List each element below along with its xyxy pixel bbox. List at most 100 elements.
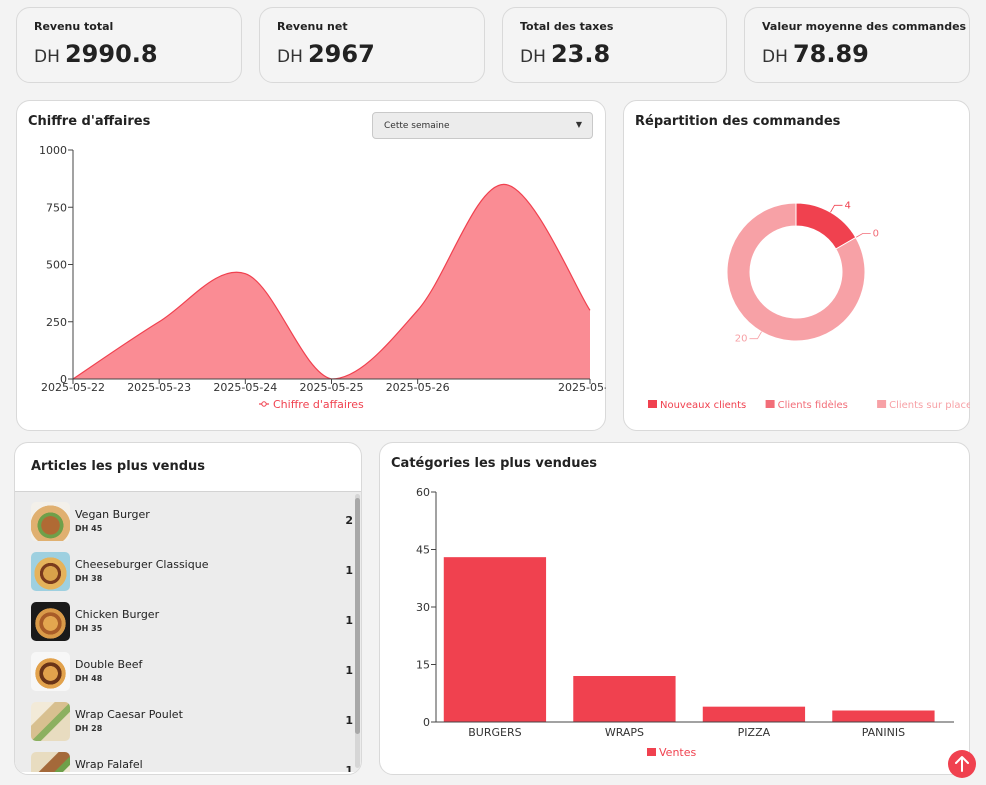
legend-label-ventes: Ventes (659, 746, 696, 759)
y-tick-label: 0 (423, 716, 430, 729)
x-tick-label: 2025-05-25 (300, 381, 364, 394)
list-item[interactable]: Wrap Falafel 1 (31, 750, 353, 772)
bar-paninis (832, 710, 935, 722)
x-tick-label: PIZZA (738, 726, 771, 739)
bar-burgers (443, 557, 547, 722)
kpi-value: DH 23.8 (520, 40, 610, 68)
donut-leader-line (749, 331, 762, 340)
donut-leader-line (855, 233, 871, 238)
legend-label-chiffre-affaires: Chiffre d'affaires (273, 398, 364, 411)
kpi-number: 2967 (307, 40, 375, 68)
kpi-number: 78.89 (792, 40, 869, 68)
y-tick-label: 15 (416, 659, 430, 672)
x-tick-label: 2025-05-24 (213, 381, 277, 394)
kpi-card-net-revenue: Revenu net DH 2967 (259, 7, 485, 83)
item-name: Double Beef (75, 658, 143, 671)
item-count: 1 (345, 764, 353, 772)
x-tick-label: PANINIS (862, 726, 905, 739)
kpi-value: DH 2990.8 (34, 40, 158, 68)
item-image-cheeseburger (31, 552, 70, 591)
orders-donut-chart: 4 0 20 Nouveaux clients Clients fidèles Clien… (648, 200, 970, 411)
item-name: Cheeseburger Classique (75, 558, 209, 571)
area-fill (73, 184, 590, 379)
item-name: Wrap Caesar Poulet (75, 708, 183, 721)
kpi-value: DH 2967 (277, 40, 375, 68)
list-item[interactable]: Vegan Burger DH 45 2 (31, 500, 353, 544)
item-name: Vegan Burger (75, 508, 150, 521)
categories-bar-chart: BURGERS WRAPS PIZZA PANINIS 0 15 30 45 60 Ventes (416, 486, 954, 759)
x-tick-label: 2025-05-23 (127, 381, 191, 394)
item-count: 1 (345, 614, 353, 627)
y-tick-label: 45 (416, 544, 430, 557)
donut-slice-2 (726, 202, 866, 342)
y-tick-label: 60 (416, 486, 430, 499)
x-tick-label: BURGERS (468, 726, 521, 739)
legend-swatch (765, 400, 775, 408)
period-select[interactable]: Cette semaine ▼ (372, 112, 593, 139)
kpi-card-average-order-value: Valeur moyenne des commandes DH 78.89 (744, 7, 970, 83)
legend-swatch (877, 400, 887, 408)
y-tick-label: 750 (46, 201, 67, 214)
item-count: 1 (345, 664, 353, 677)
top-items-card: Articles les plus vendus Vegan Burger DH… (14, 442, 362, 775)
top-items-list[interactable]: Vegan Burger DH 45 2 Cheeseburger Classi… (15, 491, 361, 772)
item-image-wrap-falafel (31, 752, 70, 772)
y-tick-label: 250 (46, 316, 67, 329)
kpi-title: Total des taxes (520, 20, 614, 33)
kpi-title: Revenu net (277, 20, 348, 33)
bar-pizza (702, 706, 806, 722)
kpi-currency: DH (520, 47, 546, 67)
list-item[interactable]: Double Beef DH 48 1 (31, 650, 353, 694)
kpi-currency: DH (762, 47, 788, 67)
y-tick-label: 0 (60, 373, 67, 386)
item-price: DH 48 (75, 674, 103, 683)
kpi-value: DH 78.89 (762, 40, 869, 68)
scroll-to-top-button[interactable] (948, 750, 976, 778)
item-price: DH 28 (75, 724, 103, 733)
kpi-currency: DH (34, 47, 60, 67)
item-count: 1 (345, 714, 353, 727)
orders-distribution-card (623, 100, 970, 431)
item-image-double-beef (31, 652, 70, 691)
x-tick-label: 2025-05-22 (41, 381, 105, 394)
donut-leader-line (830, 204, 843, 213)
list-item[interactable]: Cheeseburger Classique DH 38 1 (31, 550, 353, 594)
donut-data-label: 0 (873, 229, 879, 240)
x-tick-label: 2025-05-28 (558, 381, 606, 394)
revenue-chart-title: Chiffre d'affaires (28, 114, 151, 129)
donut-data-label: 4 (845, 200, 851, 211)
item-name: Wrap Falafel (75, 758, 143, 771)
kpi-card-total-revenue: Revenu total DH 2990.8 (16, 7, 242, 83)
legend-swatch (647, 748, 656, 756)
legend-label: Clients sur place (889, 400, 970, 411)
legend-marker (261, 401, 267, 407)
arrow-up-icon (955, 756, 969, 772)
item-count: 1 (345, 564, 353, 577)
item-count: 2 (345, 514, 353, 527)
x-tick-label: WRAPS (605, 726, 644, 739)
list-scrollbar[interactable] (355, 494, 360, 768)
top-categories-title: Catégories les plus vendues (391, 456, 598, 471)
orders-distribution-title: Répartition des commandes (635, 114, 841, 129)
item-price: DH 45 (75, 524, 103, 533)
bar-wraps (573, 676, 676, 722)
kpi-title: Revenu total (34, 20, 114, 33)
scrollbar-thumb[interactable] (355, 498, 360, 734)
revenue-area-chart: 0 250 500 750 1000 2025-05-22 2025-05-23 2025-0… (39, 144, 606, 411)
kpi-number: 23.8 (550, 40, 611, 68)
list-item[interactable]: Wrap Caesar Poulet DH 28 1 (31, 700, 353, 744)
donut-data-label: 20 (735, 334, 748, 345)
kpi-number: 2990.8 (64, 40, 158, 68)
list-item[interactable]: Chicken Burger DH 35 1 (31, 600, 353, 644)
top-items-title: Articles les plus vendus (31, 459, 206, 474)
item-image-vegan-burger (31, 502, 70, 541)
kpi-title: Valeur moyenne des commandes (762, 20, 967, 33)
y-tick-label: 30 (416, 601, 430, 614)
caret-down-icon: ▼ (575, 120, 582, 129)
legend-label: Nouveaux clients (660, 400, 746, 411)
item-name: Chicken Burger (75, 608, 160, 621)
item-image-chicken-burger (31, 602, 70, 641)
x-tick-label: 2025-05-26 (386, 381, 450, 394)
kpi-currency: DH (277, 47, 303, 67)
item-price: DH 35 (75, 624, 103, 633)
